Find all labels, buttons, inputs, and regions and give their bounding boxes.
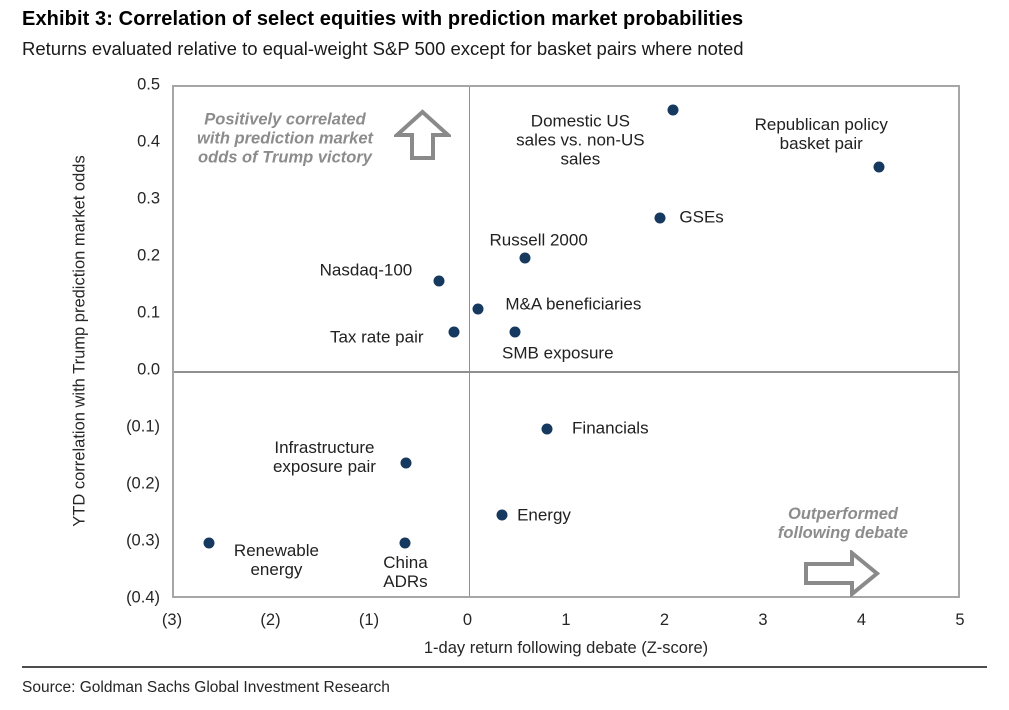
y-tick-label: (0.1) xyxy=(126,417,160,436)
data-point-label: Energy xyxy=(517,505,571,524)
data-point-label: Financials xyxy=(572,418,649,438)
data-point-label: Nasdaq-100 xyxy=(319,260,413,280)
source-text: Source: Goldman Sachs Global Investment … xyxy=(22,679,390,696)
data-point-label: Renewable energy xyxy=(233,541,319,579)
data-point-label: Russell 2000 xyxy=(489,230,588,250)
data-point xyxy=(873,161,885,173)
data-point xyxy=(448,326,460,338)
y-tick-label: (0.3) xyxy=(126,531,160,550)
y-tick-label: 0.3 xyxy=(137,189,160,208)
exhibit-subtitle: Returns evaluated relative to equal-weig… xyxy=(22,38,744,59)
x-tick-label: (1) xyxy=(358,611,380,629)
data-point xyxy=(519,252,531,264)
data-point xyxy=(399,537,411,549)
data-point-label: Tax rate pair xyxy=(329,327,424,347)
data-point xyxy=(509,326,521,338)
annotation-positively-correlated: Positively correlated with prediction ma… xyxy=(196,110,374,167)
x-tick-label: 5 xyxy=(955,611,965,629)
x-axis-title: 1-day return following debate (Z-score) xyxy=(423,639,709,657)
x-tick-label: 4 xyxy=(856,611,867,629)
up-arrow-icon xyxy=(394,109,451,160)
data-point xyxy=(541,423,553,435)
y-tick-label: 0.0 xyxy=(137,360,160,379)
footer-separator-line xyxy=(22,666,987,668)
plot-area: Domestic US sales vs. non-US sales Republ… xyxy=(172,85,960,598)
data-point-label: China ADRs xyxy=(383,553,428,591)
data-point xyxy=(667,104,679,116)
data-point xyxy=(433,275,445,287)
annotation-outperformed: Outperformed following debate xyxy=(777,505,909,542)
x-tick-label: 0 xyxy=(462,611,473,629)
y-zero-line xyxy=(174,371,958,373)
y-tick-label: (0.4) xyxy=(126,588,160,607)
y-tick-label: 0.1 xyxy=(137,303,160,322)
y-tick-label: 0.2 xyxy=(137,246,160,265)
x-tick-label: 3 xyxy=(758,611,768,629)
data-point xyxy=(472,303,484,315)
data-point-label: Infrastructure exposure pair xyxy=(272,438,376,477)
y-tick-label: 0.5 xyxy=(137,75,160,94)
y-tick-label: (0.2) xyxy=(126,474,160,493)
data-point-label: SMB exposure xyxy=(502,343,614,363)
x-tick-label: 1 xyxy=(561,611,571,629)
data-point xyxy=(496,509,508,520)
x-tick-label: (3) xyxy=(161,611,183,629)
y-axis-title: YTD correlation with Trump prediction ma… xyxy=(70,155,89,527)
data-point-label: GSEs xyxy=(679,207,724,227)
data-point-label: Republican policy basket pair xyxy=(754,114,888,153)
data-point-label: M&A beneficiaries xyxy=(505,294,642,314)
right-arrow-icon xyxy=(804,550,880,597)
data-point xyxy=(654,212,666,224)
exhibit-title: Exhibit 3: Correlation of select equitie… xyxy=(22,8,744,30)
data-point xyxy=(400,457,412,469)
y-tick-label: 0.4 xyxy=(137,132,160,151)
data-point xyxy=(203,537,215,549)
x-tick-label: 2 xyxy=(659,611,670,629)
data-point-label: Domestic US sales vs. non-US sales xyxy=(516,111,645,169)
x-tick-label: (2) xyxy=(260,611,281,629)
x-zero-line xyxy=(468,87,471,596)
